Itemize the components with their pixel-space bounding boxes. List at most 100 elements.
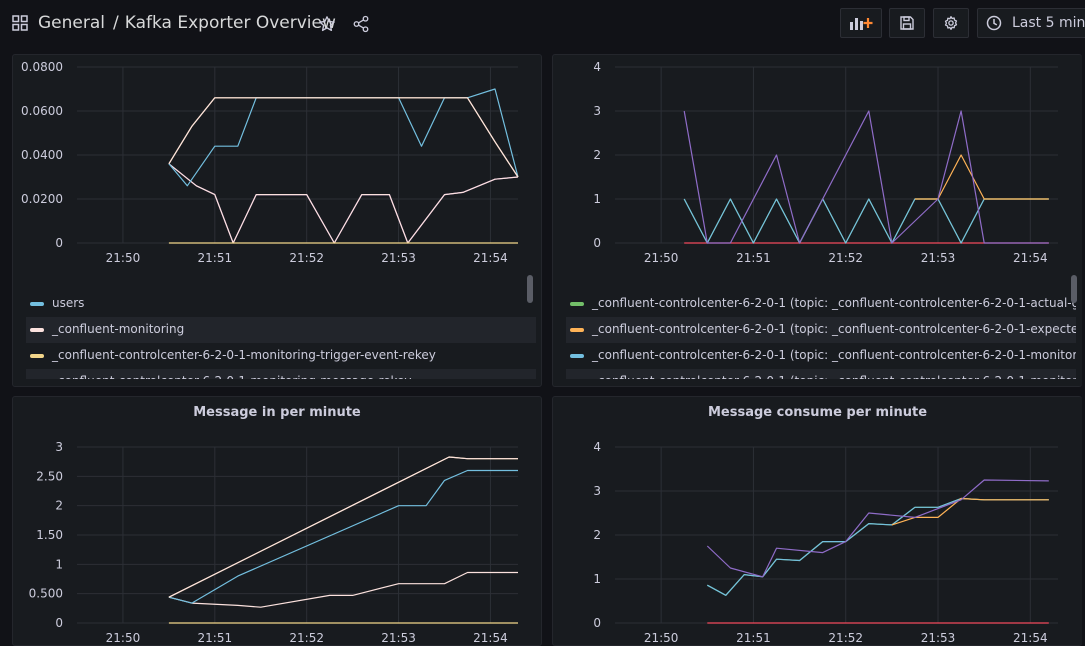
x-tick-label: 21:52 [828, 251, 863, 265]
y-tick-label: 2 [593, 148, 601, 162]
x-tick-label: 21:50 [106, 631, 141, 645]
y-tick-label: 1 [55, 557, 63, 571]
series-line [168, 163, 519, 244]
x-tick-label: 21:51 [198, 631, 233, 645]
series-line [168, 163, 519, 244]
x-tick-label: 21:53 [921, 631, 956, 645]
y-tick-label: 0.0400 [21, 148, 63, 162]
save-dashboard-button[interactable] [889, 8, 925, 38]
y-tick-label: 0 [593, 616, 601, 630]
breadcrumb-folder[interactable]: General [38, 13, 105, 33]
x-tick-label: 21:54 [473, 251, 508, 265]
y-tick-label: 2.50 [36, 469, 63, 483]
x-tick-label: 21:52 [289, 251, 324, 265]
y-tick-label: 0.500 [29, 587, 63, 601]
x-tick-label: 21:54 [1013, 251, 1048, 265]
dashboard-settings-button[interactable] [933, 8, 969, 38]
x-tick-label: 21:52 [828, 631, 863, 645]
legend-label: _confluent-controlcenter-6-2-0-1 (topic:… [592, 348, 1076, 362]
line-chart: 0 1 2 3 4 21:50 21:51 21:52 21:53 21:54 [593, 60, 1058, 265]
line-chart: 0 0.500 1 1.50 2 2.50 3 21:50 21:51 21:52 21:53 21:… [29, 440, 518, 645]
series-line [683, 198, 1049, 244]
x-tick-label: 21:53 [921, 251, 956, 265]
legend-item[interactable]: _confluent-controlcenter-6-2-0-1 (topic:… [566, 369, 1076, 379]
series-line [168, 456, 518, 598]
legend-scrollbar[interactable] [1071, 275, 1077, 303]
legend-swatch [570, 354, 584, 358]
x-tick-label: 21:54 [473, 631, 508, 645]
chart-legend: users _confluent-monitoring _confluent-con… [26, 291, 536, 379]
legend-item[interactable]: _confluent-controlcenter-6-2-0-1 (topic:… [566, 343, 1076, 369]
add-panel-icon [850, 18, 873, 30]
y-tick-label: 0.0200 [21, 192, 63, 206]
y-tick-label: 3 [593, 484, 601, 498]
series-line [707, 497, 1049, 596]
dashboard-title[interactable]: Kafka Exporter Overview [124, 13, 336, 33]
x-tick-label: 21:52 [289, 631, 324, 645]
y-tick-label: 2 [55, 499, 63, 513]
dashboards-grid-icon[interactable] [12, 15, 28, 35]
line-chart: 0 0.0200 0.0400 0.0600 0.0800 21:50 21:51 21:52… [21, 60, 519, 265]
legend-swatch [570, 328, 584, 332]
panel-consumer-chart-right[interactable]: 0 1 2 3 4 21:50 21:51 21:52 21:53 21:54 _confluen… [552, 54, 1082, 387]
series-line [891, 497, 1049, 526]
legend-item[interactable]: users [26, 291, 536, 317]
panel-topic-chart-left[interactable]: 0 0.0200 0.0400 0.0600 0.0800 21:50 21:51 21:52… [12, 54, 542, 387]
legend-label: users [52, 296, 85, 310]
y-tick-label: 3 [593, 104, 601, 118]
legend-item[interactable]: _confluent-controlcenter-6-2-0-1 (topic:… [566, 317, 1076, 343]
y-tick-label: 0 [55, 616, 63, 630]
y-tick-label: 4 [593, 440, 601, 454]
legend-scrollbar[interactable] [527, 275, 533, 303]
x-tick-label: 21:51 [736, 631, 771, 645]
time-range-picker[interactable]: Last 5 minutes [977, 8, 1085, 38]
legend-swatch [30, 328, 44, 332]
series-line [168, 571, 518, 608]
series-line [168, 469, 518, 604]
y-tick-label: 3 [55, 440, 63, 454]
star-icon[interactable] [318, 15, 336, 37]
panel-message-consume-per-minute[interactable]: Message consume per minute 0 1 2 3 4 21:50 21:… [552, 396, 1082, 646]
share-icon[interactable] [352, 15, 370, 37]
y-tick-label: 0.0800 [21, 60, 63, 74]
y-tick-label: 1.50 [36, 528, 63, 542]
legend-label: _confluent-controlcenter-6-2-0-1-monitor… [52, 348, 436, 362]
series-line [168, 97, 519, 178]
legend-item[interactable]: _confluent-controlcenter-6-2-0-1-monitor… [26, 369, 536, 379]
top-bar: General / Kafka Exporter Overview Last 5 m… [0, 0, 1085, 48]
x-tick-label: 21:54 [1013, 631, 1048, 645]
breadcrumb: General / Kafka Exporter Overview [38, 13, 336, 33]
panel-title: Message in per minute [193, 405, 361, 420]
save-icon [900, 16, 914, 30]
panel-message-in-per-minute[interactable]: Message in per minute 0 0.500 1 1.50 2 2.50 3 2… [12, 396, 542, 646]
x-tick-label: 21:50 [106, 251, 141, 265]
add-panel-button[interactable] [840, 8, 882, 38]
y-tick-label: 0 [593, 236, 601, 250]
legend-label: _confluent-controlcenter-6-2-0-1-monitor… [52, 374, 412, 379]
y-tick-label: 1 [593, 192, 601, 206]
legend-item[interactable]: _confluent-controlcenter-6-2-0-1 (topic:… [566, 291, 1076, 317]
gear-icon [944, 16, 958, 30]
legend-swatch [30, 302, 44, 306]
legend-item[interactable]: _confluent-monitoring [26, 317, 536, 343]
series-line [683, 198, 1049, 244]
legend-swatch [570, 302, 584, 306]
clock-icon [986, 15, 1002, 31]
series-line [168, 456, 518, 598]
series-line [707, 497, 1049, 596]
x-tick-label: 21:53 [381, 631, 416, 645]
legend-label: _confluent-monitoring [52, 322, 185, 336]
y-tick-label: 4 [593, 60, 601, 74]
series-line [706, 479, 1049, 578]
x-tick-label: 21:50 [644, 251, 679, 265]
x-tick-label: 21:51 [198, 251, 233, 265]
x-tick-label: 21:51 [736, 251, 771, 265]
x-tick-label: 21:50 [644, 631, 679, 645]
series-line [914, 154, 1049, 200]
series-line [168, 97, 519, 178]
legend-item[interactable]: _confluent-controlcenter-6-2-0-1-monitor… [26, 343, 536, 369]
line-chart: 0 1 2 3 4 21:50 21:51 21:52 21:53 21:54 [593, 440, 1058, 645]
legend-label: _confluent-controlcenter-6-2-0-1 (topic:… [592, 374, 1076, 379]
series-line [168, 88, 519, 187]
y-tick-label: 1 [593, 572, 601, 586]
